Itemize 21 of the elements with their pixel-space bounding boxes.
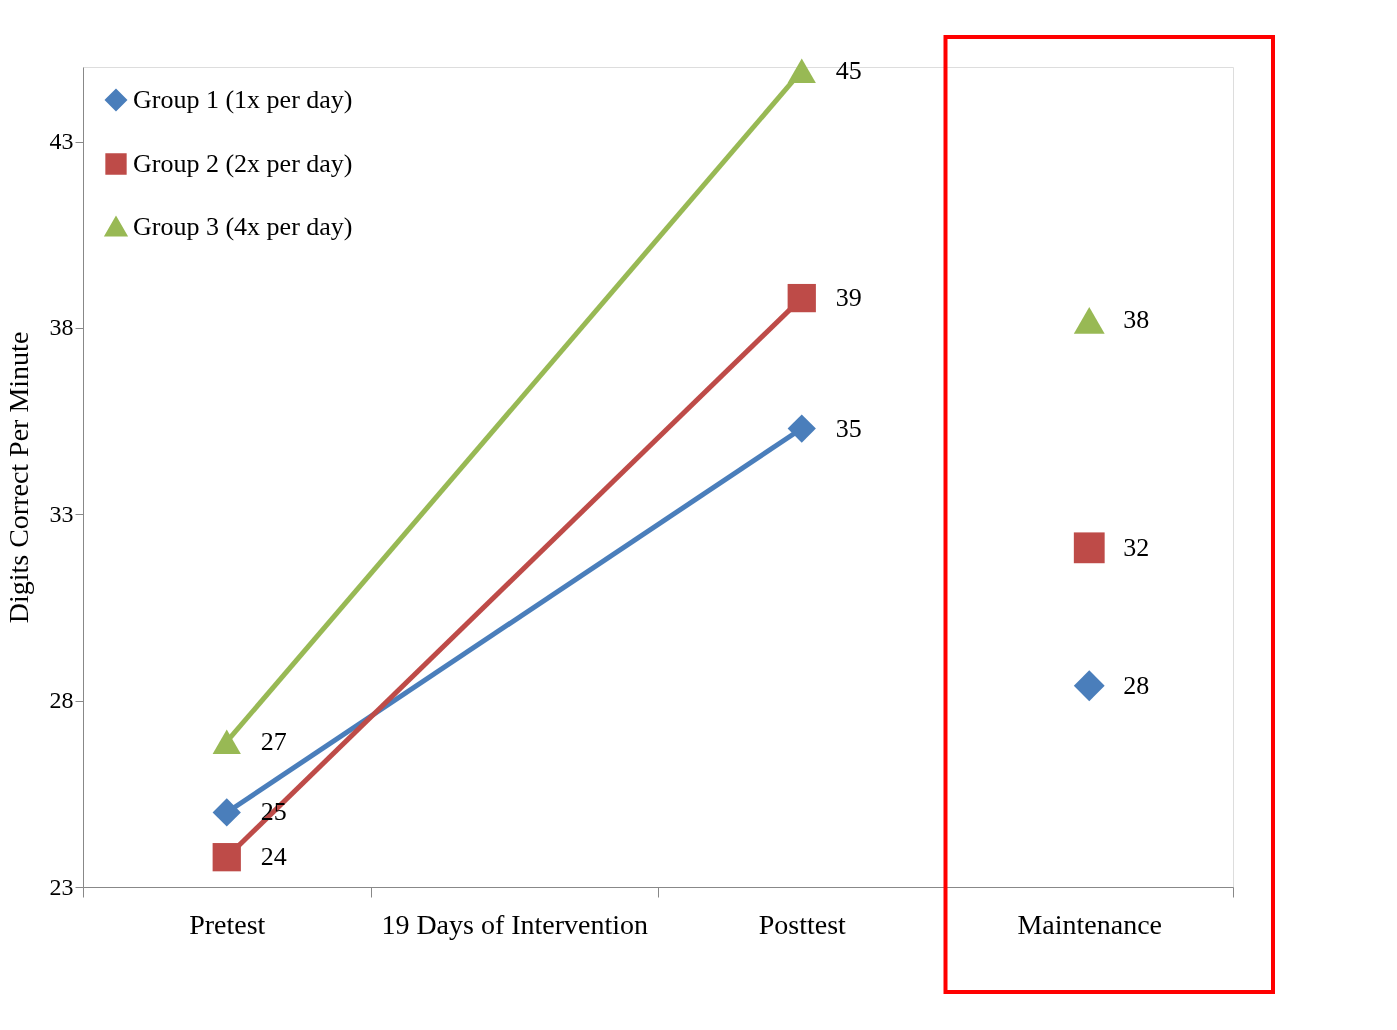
data-label: 39: [835, 283, 862, 313]
data-label: 38: [1123, 305, 1150, 335]
data-label: 35: [835, 413, 862, 443]
y-axis-title: Digits Correct Per Minute: [2, 331, 34, 624]
y-tick-label: 38: [49, 314, 74, 341]
x-tick-label: Posttest: [758, 908, 847, 940]
y-tick-label: 43: [49, 128, 74, 155]
data-label: 32: [1123, 532, 1150, 562]
y-tick-label: 33: [49, 500, 74, 527]
legend-label: Group 2 (2x per day): [133, 149, 353, 178]
legend-label: Group 1 (1x per day): [133, 85, 353, 114]
y-tick-label: 28: [49, 687, 74, 714]
legend-label: Group 3 (4x per day): [133, 212, 353, 241]
y-tick-label: 23: [49, 873, 74, 900]
x-tick-label: Maintenance: [1017, 908, 1163, 940]
data-label: 28: [1123, 670, 1150, 700]
x-tick-label: Pretest: [189, 908, 266, 940]
data-label: 24: [260, 842, 287, 872]
x-tick-label: 19 Days of Intervention: [381, 908, 649, 940]
data-label: 45: [835, 55, 862, 85]
data-label: 27: [260, 726, 287, 756]
